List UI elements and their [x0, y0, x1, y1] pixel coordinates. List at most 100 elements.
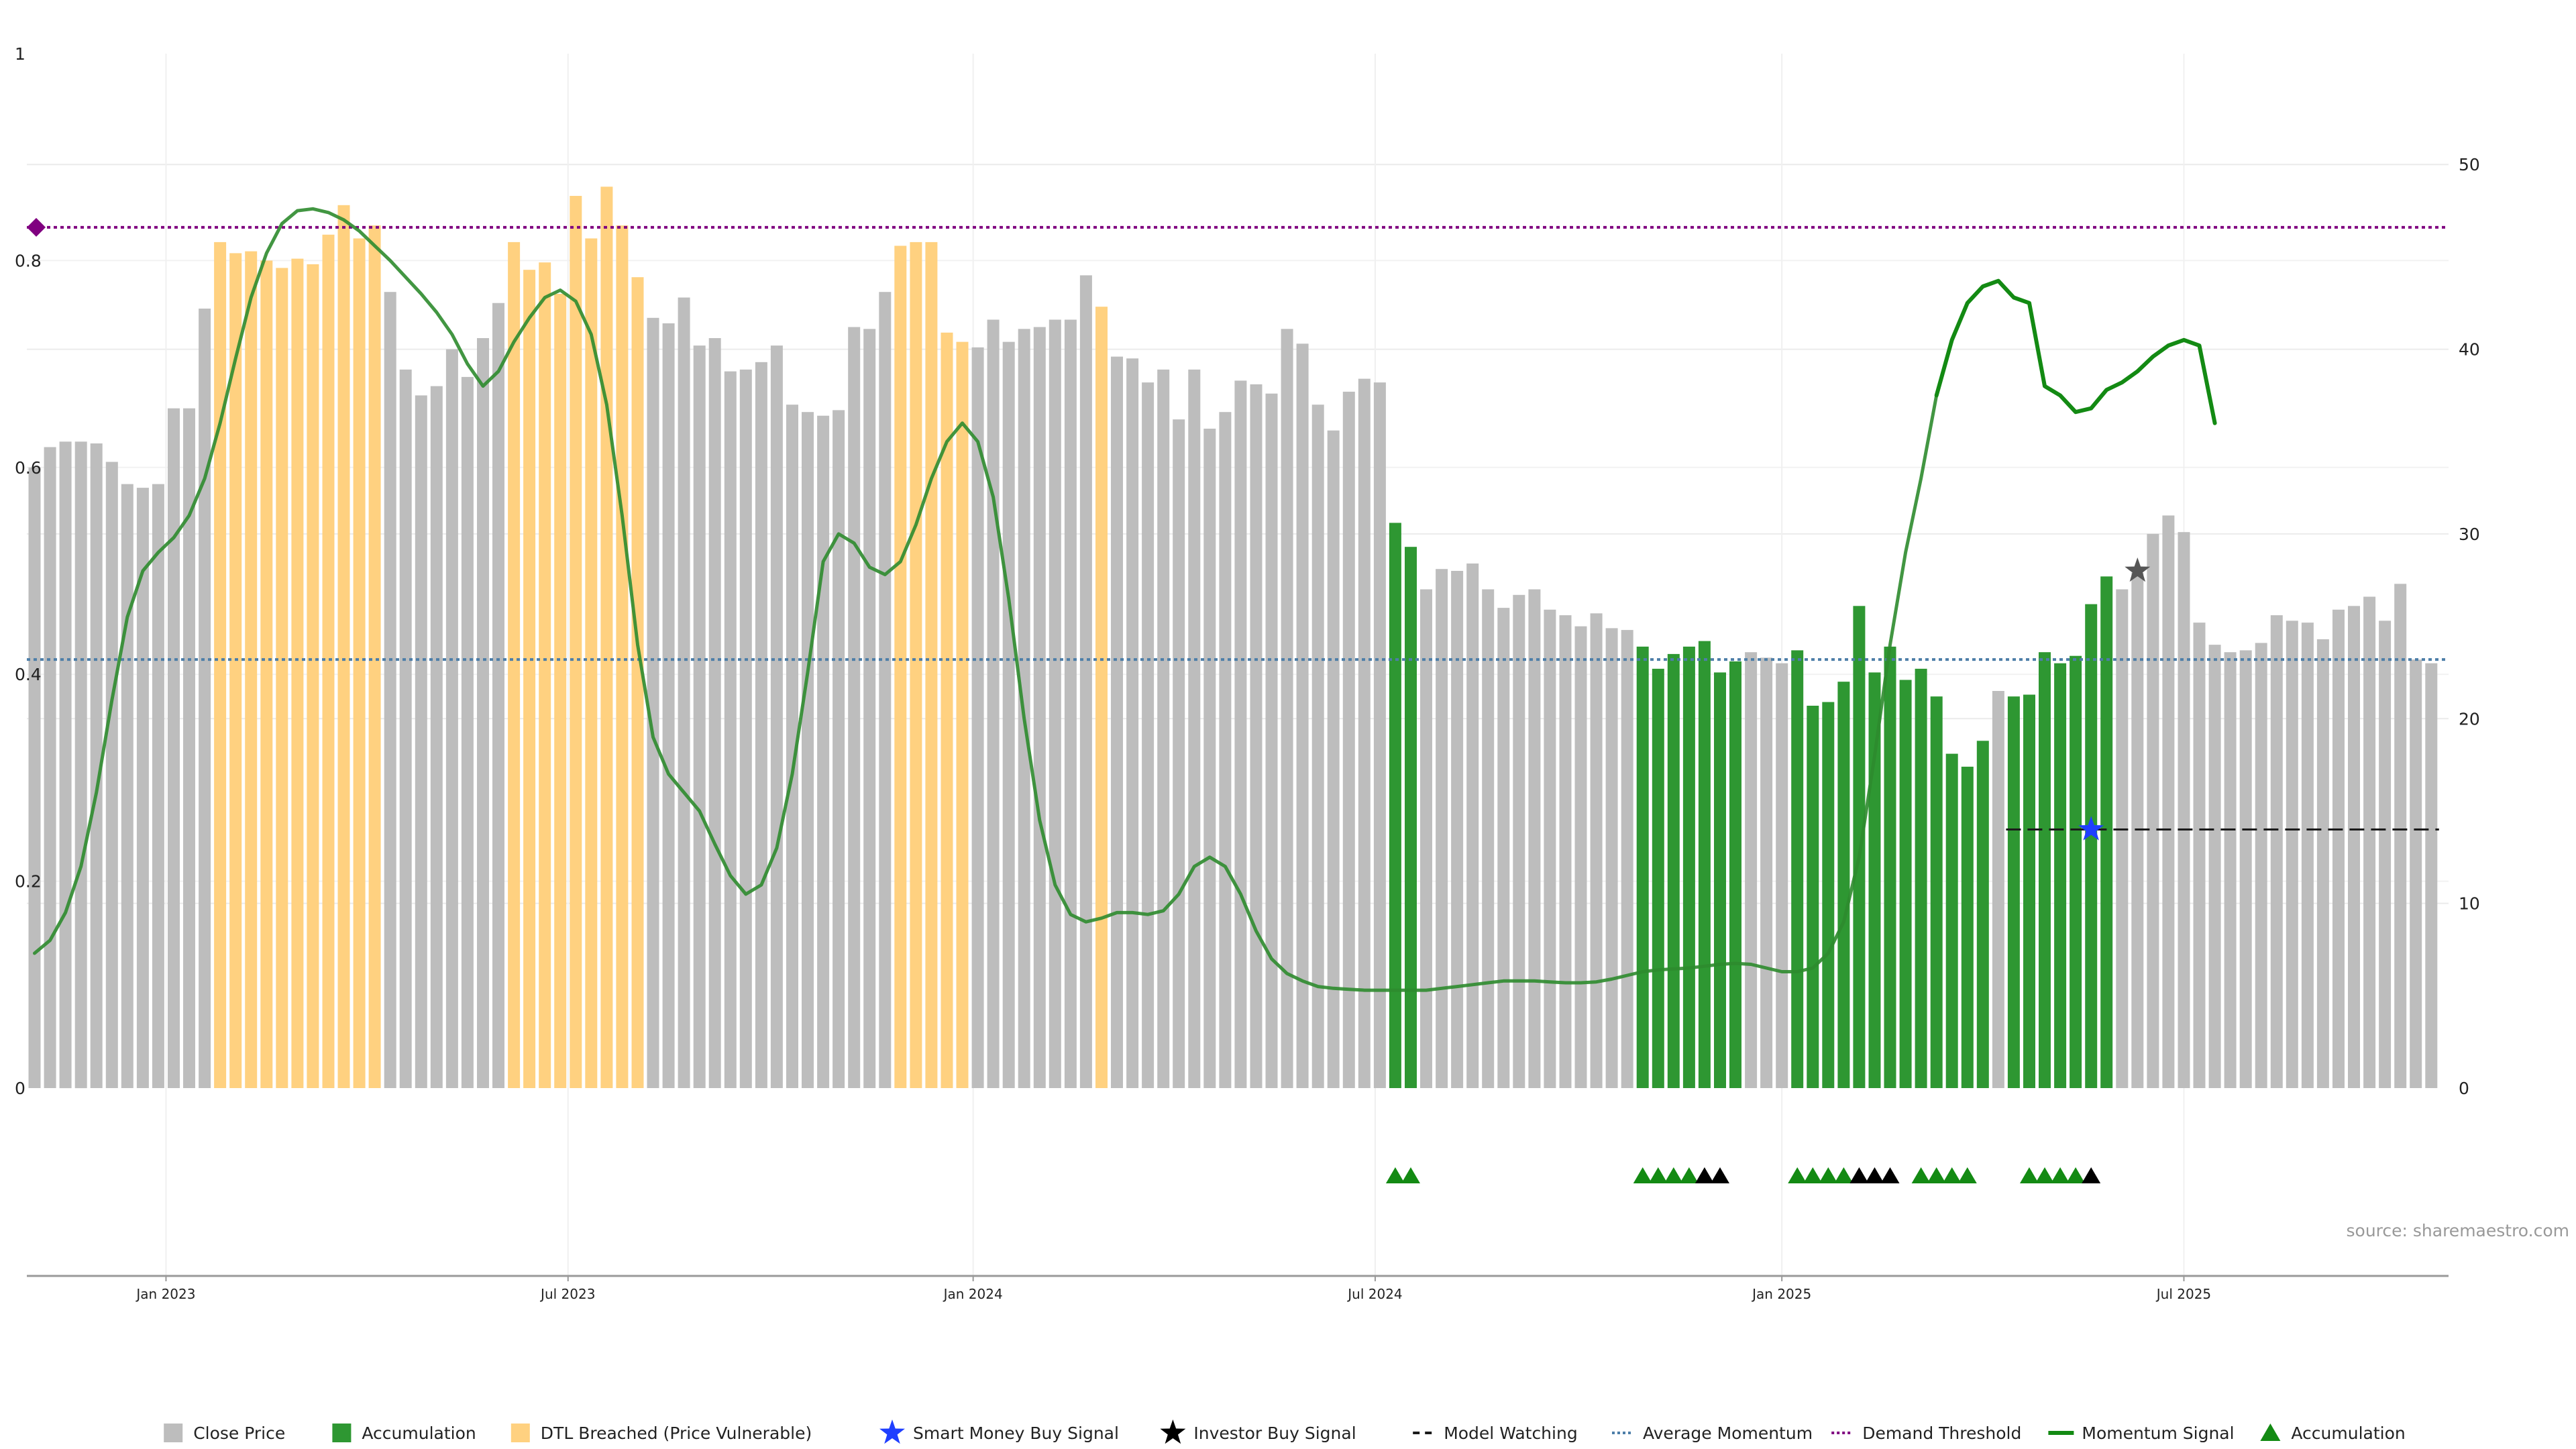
accumulation-markers [1385, 1167, 2101, 1183]
dtl-breached-bar [307, 264, 319, 1088]
accumulation-bar [2054, 663, 2067, 1088]
accumulation-marker-black [1695, 1167, 1714, 1183]
left-tick-label: 0.6 [15, 458, 42, 478]
legend-label: DTL Breached (Price Vulnerable) [541, 1424, 812, 1443]
close-price-bar [1049, 319, 1061, 1088]
close-price-bar [1173, 419, 1185, 1088]
dtl-breached-bar [585, 238, 598, 1088]
close-price-bar [1203, 429, 1216, 1088]
dtl-breached-bar [616, 225, 629, 1089]
x-tick-label: Jan 2024 [943, 1286, 1003, 1302]
accumulation-marker-green [1819, 1167, 1838, 1183]
dtl-breached-bar [956, 341, 969, 1089]
close-price-bar [2332, 609, 2345, 1088]
dtl-breached-bar [337, 205, 350, 1088]
close-price-bar [105, 462, 118, 1088]
dtl-breached-bar [631, 277, 644, 1089]
legend-label: Momentum Signal [2082, 1424, 2234, 1443]
accumulation-marker-black [2082, 1167, 2101, 1183]
close-price-bar [461, 376, 474, 1088]
legend-label: Accumulation [2291, 1424, 2405, 1443]
dtl-breached-bar [539, 262, 551, 1089]
legend-label: Investor Buy Signal [1193, 1424, 1356, 1443]
dtl-breached-bar [245, 251, 258, 1089]
accumulation-bar [1636, 646, 1649, 1088]
close-price-bar [1111, 356, 1123, 1088]
close-price-bar [662, 323, 675, 1088]
close-price-bar [863, 329, 876, 1088]
legend-label: Smart Money Buy Signal [913, 1424, 1119, 1443]
dtl-breached-bar [291, 258, 304, 1089]
legend: Close Price Accumulation DTL Breached (Pri… [164, 1419, 2406, 1444]
accumulation-bar [1652, 668, 1664, 1088]
legend-label: Model Watching [1444, 1424, 1578, 1443]
accumulation-bar [1405, 547, 1417, 1088]
dtl-breached-bar [570, 196, 582, 1088]
close-price-bar [817, 415, 830, 1088]
close-price-bar [183, 408, 195, 1088]
left-tick-label: 1 [15, 44, 25, 64]
close-price-bar [2116, 589, 2129, 1088]
x-tick-label: Jan 2025 [1751, 1286, 1811, 1302]
dtl-breached-bar [554, 294, 567, 1088]
close-price-bar [802, 412, 814, 1088]
accumulation-marker-green [1633, 1167, 1652, 1183]
accumulation-bar [1961, 766, 1974, 1088]
reference-lines [27, 217, 2449, 830]
accumulation-bar [1714, 672, 1726, 1088]
close-price-bar [1420, 589, 1432, 1088]
legend-label: Close Price [193, 1424, 285, 1443]
close-price-bar [74, 441, 87, 1089]
close-price-bar [2316, 639, 2329, 1088]
accumulation-marker-green [2066, 1167, 2086, 1183]
accumulation-marker-green [1401, 1167, 1420, 1183]
accumulation-marker-green [1942, 1167, 1962, 1183]
accumulation-bar [1915, 668, 1927, 1088]
accumulation-marker-black [1710, 1167, 1729, 1183]
close-price-bar [1142, 382, 1155, 1088]
right-tick-label: 30 [2459, 525, 2480, 544]
close-price-bar [2286, 621, 2298, 1088]
accumulation-bar [2039, 652, 2051, 1088]
close-price-bar [1311, 405, 1324, 1088]
accumulation-marker-black [1865, 1167, 1884, 1183]
close-price-bar [384, 292, 396, 1089]
dtl-breached-bar [368, 225, 381, 1089]
close-price-bar [1219, 412, 1232, 1088]
close-price-bar [2162, 515, 2175, 1088]
close-price-bar [1079, 275, 1092, 1088]
close-price-bar [693, 345, 706, 1088]
close-price-bar [1574, 626, 1587, 1088]
close-price-bar [2425, 663, 2438, 1088]
close-price-bar [445, 349, 458, 1088]
close-price-bar [430, 386, 443, 1088]
close-price-bar [2224, 652, 2237, 1088]
accumulation-bar [1682, 646, 1695, 1088]
dtl-breached-bar [1095, 307, 1108, 1089]
dtl-breached-bar [508, 241, 521, 1088]
close-price-bar [152, 484, 164, 1088]
accumulation-bar [2007, 696, 2020, 1088]
close-price-bar [2239, 650, 2252, 1088]
dtl-breached-bar [941, 332, 953, 1088]
accumulation-bar [2023, 694, 2035, 1088]
close-price-bar [1482, 589, 1495, 1088]
close-price-bar [2255, 643, 2267, 1088]
close-price-bar [1528, 589, 1541, 1088]
legend-label: Average Momentum [1643, 1424, 1813, 1443]
legend-item: Average Momentum [1612, 1424, 1813, 1443]
legend-item: DTL Breached (Price Vulnerable) [511, 1424, 812, 1443]
accumulation-bar [2085, 604, 2098, 1088]
close-price-bar [2208, 645, 2221, 1088]
accumulation-marker-green [1957, 1167, 1977, 1183]
accumulation-bar [2070, 655, 2082, 1088]
accumulation-bar [1899, 680, 1912, 1088]
accumulation-bar [1807, 706, 1819, 1088]
accumulation-bar [1667, 653, 1680, 1088]
legend-label: Accumulation [362, 1424, 476, 1443]
close-price-bar [971, 347, 984, 1088]
close-price-bar [1466, 564, 1479, 1088]
close-price-bar [2394, 584, 2407, 1088]
legend-item: Close Price [164, 1424, 285, 1443]
close-price-bar [1559, 615, 1572, 1088]
